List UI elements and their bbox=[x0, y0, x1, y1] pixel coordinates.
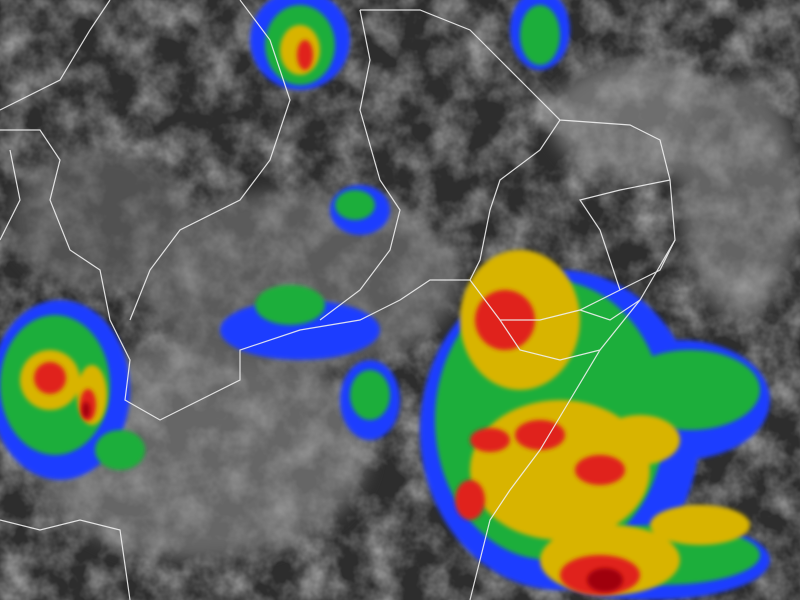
darkred-level bbox=[82, 402, 623, 592]
state-borders bbox=[0, 0, 676, 600]
